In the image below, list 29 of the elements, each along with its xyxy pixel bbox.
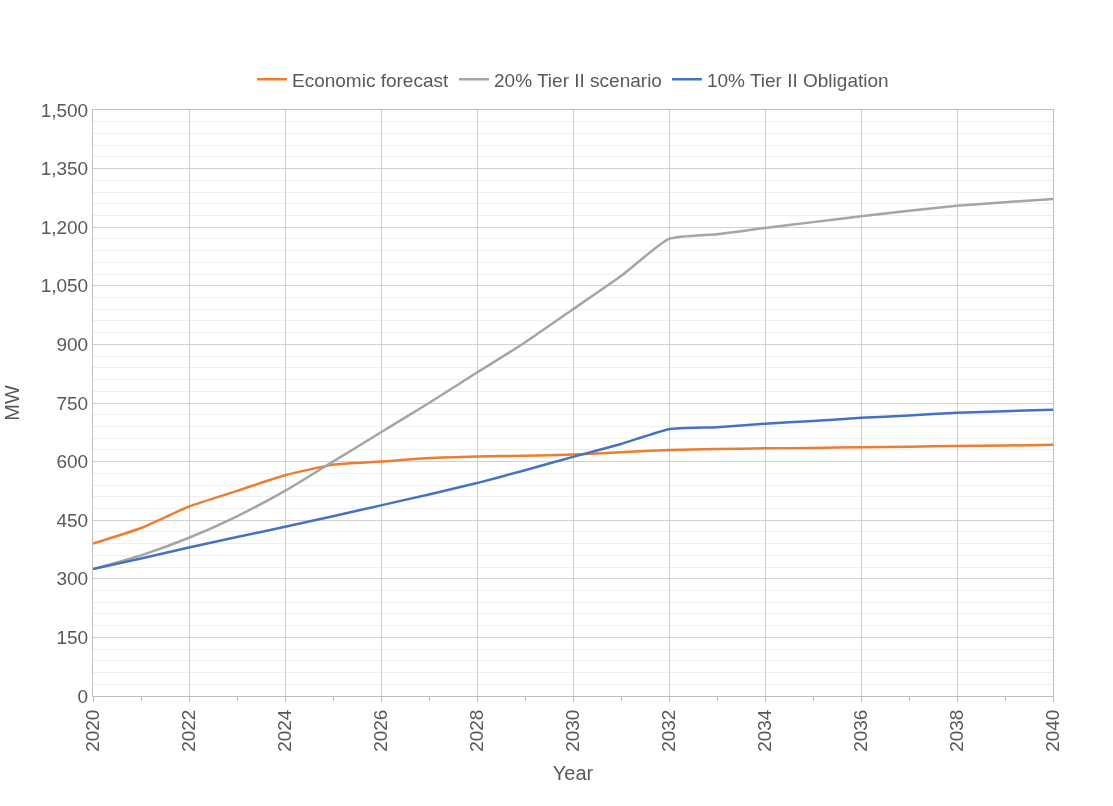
x-tick-label: 2040 <box>1042 709 1064 752</box>
y-tick-label: 1,050 <box>40 275 89 297</box>
y-tick-label: 1,350 <box>40 158 89 180</box>
y-tick-label: 0 <box>77 685 89 707</box>
x-tick-label: 2026 <box>370 709 392 752</box>
line-series <box>93 443 1053 545</box>
y-tick-label: 1,500 <box>40 99 89 121</box>
x-tick-label: 2030 <box>562 709 584 752</box>
x-tick-label: 2020 <box>82 709 104 752</box>
legend-label: 10% Tier II Obligation <box>706 69 889 91</box>
x-tick-label: 2032 <box>658 709 680 752</box>
legend-label: 20% Tier II scenario <box>494 69 662 91</box>
x-tick-label: 2022 <box>178 709 200 752</box>
y-axis-title: MW <box>1 385 24 421</box>
x-tick-label: 2038 <box>946 709 968 752</box>
x-tick-label: 2036 <box>850 709 872 752</box>
y-tick-label: 1,200 <box>40 216 89 238</box>
y-tick-label: 300 <box>56 568 89 590</box>
y-tick-label: 150 <box>56 627 89 649</box>
y-tick-label: 900 <box>56 334 89 356</box>
x-tick-label: 2034 <box>754 709 776 752</box>
x-axis-title: Year <box>552 762 594 785</box>
x-tick-label: 2028 <box>466 709 488 752</box>
legend-label: Economic forecast <box>292 69 450 91</box>
y-tick-label: 750 <box>56 392 89 414</box>
y-tick-label: 450 <box>56 509 89 531</box>
y-tick-label: 600 <box>56 451 89 473</box>
x-tick-label: 2024 <box>274 709 296 752</box>
line-series <box>93 408 1053 571</box>
